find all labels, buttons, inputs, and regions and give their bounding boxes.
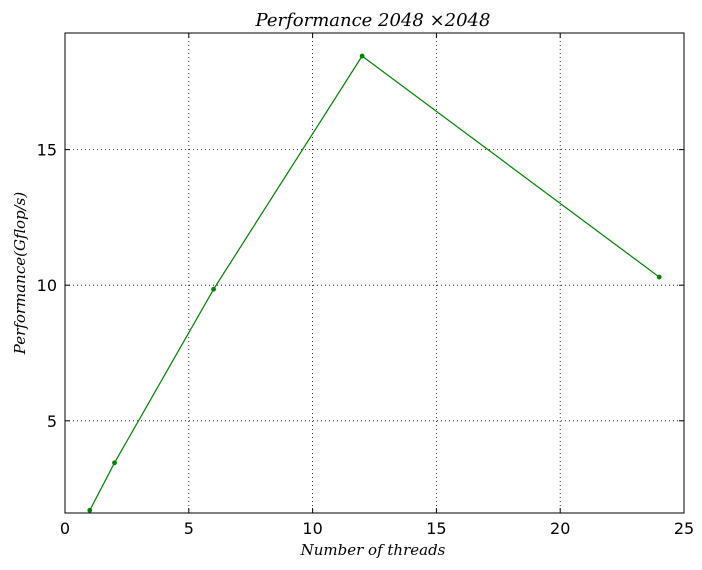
axis-ticks: 0 5 10 15 20 25 5 10 15: [37, 33, 694, 538]
data-point: [359, 53, 365, 59]
x-tick-label: 15: [426, 519, 446, 538]
x-axis-label: Number of threads: [300, 541, 446, 559]
x-tick-label: 10: [302, 519, 322, 538]
x-tick-label: 5: [184, 519, 194, 538]
chart-title: Performance 2048 ×2048: [255, 10, 491, 31]
y-tick-label: 15: [37, 141, 57, 160]
y-axis-label: Performance(Gflop/s): [11, 192, 29, 356]
series-layer: [87, 53, 662, 513]
data-point: [87, 507, 93, 513]
y-tick-label: 5: [47, 412, 57, 431]
x-tick-label: 0: [60, 519, 70, 538]
grid-lines: [65, 33, 684, 513]
x-tick-label: 20: [550, 519, 570, 538]
data-point: [656, 274, 662, 280]
data-point: [112, 460, 117, 466]
x-tick-label: 25: [674, 519, 694, 538]
data-point: [211, 286, 216, 292]
y-tick-label: 10: [37, 276, 57, 295]
plot-frame: [64, 32, 685, 514]
series-line: [89, 55, 660, 511]
